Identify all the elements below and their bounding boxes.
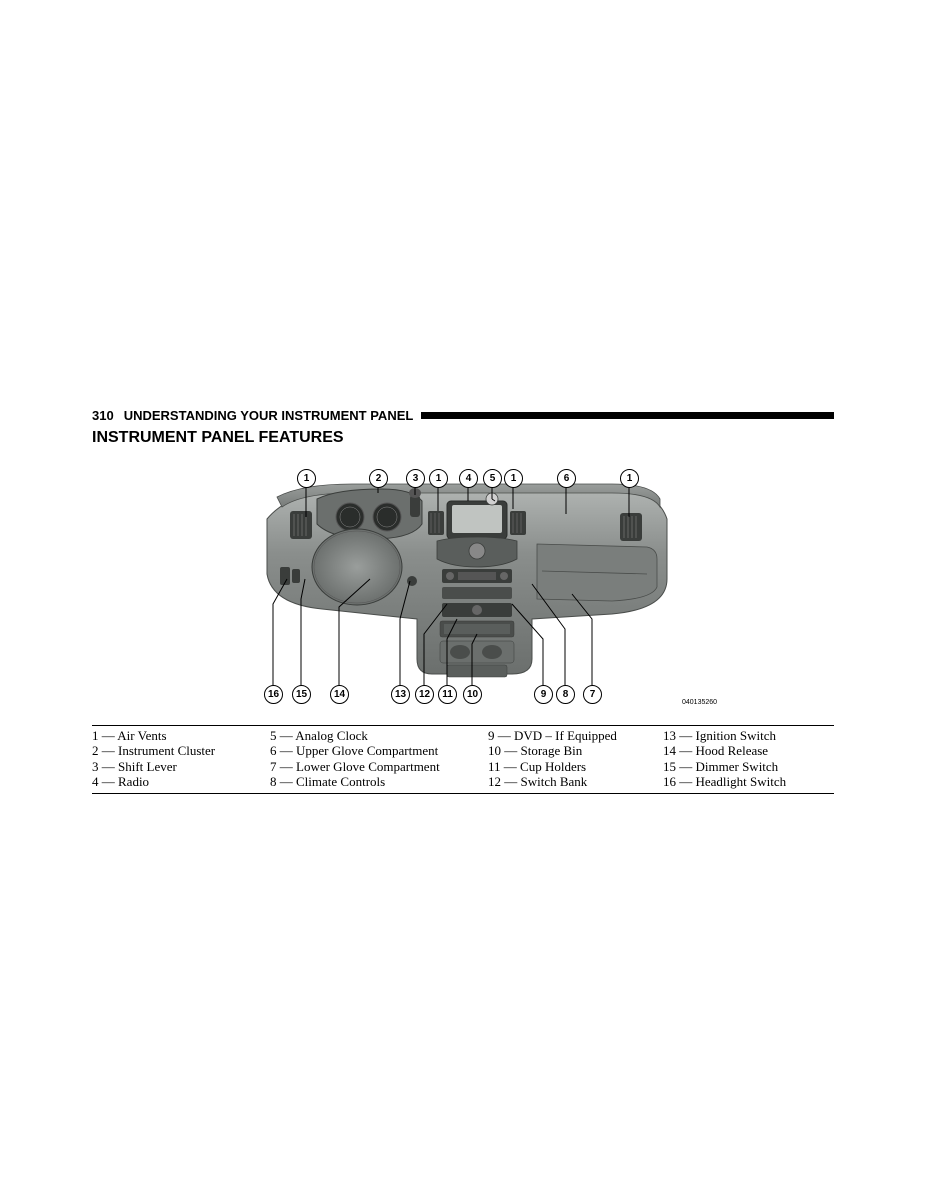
callout-3: 3 [406,469,425,488]
legend-table: 1 — Air Vents 2 — Instrument Cluster 3 —… [92,725,834,794]
callout-8: 8 [556,685,575,704]
callout-7: 7 [583,685,602,704]
callout-1: 1 [504,469,523,488]
legend-item: 7 — Lower Glove Compartment [270,759,488,774]
callout-6: 6 [557,469,576,488]
callout-13: 13 [391,685,410,704]
section-title: INSTRUMENT PANEL FEATURES [92,429,834,447]
callout-1: 1 [429,469,448,488]
callout-15: 15 [292,685,311,704]
legend-item: 9 — DVD – If Equipped [488,728,663,743]
legend-item: 2 — Instrument Cluster [92,743,270,758]
legend-item: 14 — Hood Release [663,743,833,758]
legend-item: 6 — Upper Glove Compartment [270,743,488,758]
dashboard-diagram: 12314516116151413121110987 040135260 [92,459,834,719]
callout-16: 16 [264,685,283,704]
legend-item: 13 — Ignition Switch [663,728,833,743]
legend-item: 15 — Dimmer Switch [663,759,833,774]
legend-item: 3 — Shift Lever [92,759,270,774]
legend-col-4: 13 — Ignition Switch 14 — Hood Release 1… [663,728,833,789]
callout-10: 10 [463,685,482,704]
legend-item: 5 — Analog Clock [270,728,488,743]
legend-item: 16 — Headlight Switch [663,774,833,789]
legend-item: 8 — Climate Controls [270,774,488,789]
legend-item: 12 — Switch Bank [488,774,663,789]
legend-col-3: 9 — DVD – If Equipped 10 — Storage Bin 1… [488,728,663,789]
legend-item: 11 — Cup Holders [488,759,663,774]
callout-12: 12 [415,685,434,704]
legend-item: 4 — Radio [92,774,270,789]
callout-4: 4 [459,469,478,488]
callout-2: 2 [369,469,388,488]
legend-col-1: 1 — Air Vents 2 — Instrument Cluster 3 —… [92,728,270,789]
callout-1: 1 [297,469,316,488]
page-number: 310 [92,408,114,423]
dashboard-svg [92,459,834,719]
legend-col-2: 5 — Analog Clock 6 — Upper Glove Compart… [270,728,488,789]
callout-1: 1 [620,469,639,488]
legend-item: 1 — Air Vents [92,728,270,743]
legend-item: 10 — Storage Bin [488,743,663,758]
callout-9: 9 [534,685,553,704]
chapter-title: UNDERSTANDING YOUR INSTRUMENT PANEL [124,408,414,423]
page-header: 310 UNDERSTANDING YOUR INSTRUMENT PANEL [92,408,834,423]
callout-5: 5 [483,469,502,488]
header-bar [421,412,834,419]
image-code: 040135260 [682,699,717,706]
callout-11: 11 [438,685,457,704]
callout-14: 14 [330,685,349,704]
